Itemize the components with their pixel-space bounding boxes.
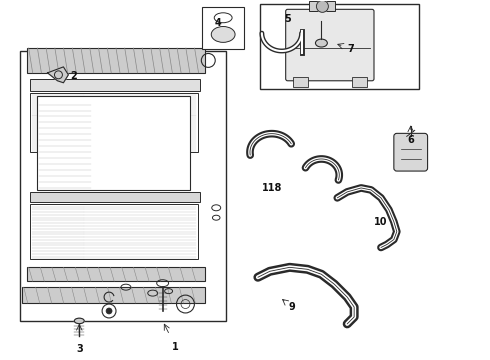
Bar: [352, 77, 367, 87]
Bar: [293, 77, 308, 87]
Bar: [260, 4, 418, 89]
Polygon shape: [48, 67, 69, 83]
Text: 2: 2: [70, 71, 77, 81]
Circle shape: [317, 0, 328, 12]
Bar: [26, 48, 205, 73]
Bar: [30, 192, 200, 202]
Bar: [30, 79, 200, 91]
Bar: [37, 96, 191, 190]
Text: 1: 1: [172, 342, 179, 352]
Bar: [202, 7, 244, 49]
Ellipse shape: [211, 27, 235, 42]
Text: 6: 6: [407, 135, 414, 145]
Ellipse shape: [74, 318, 84, 324]
Bar: [30, 204, 198, 260]
FancyBboxPatch shape: [394, 133, 428, 171]
Bar: [26, 267, 205, 281]
Bar: [22, 287, 205, 303]
Text: 118: 118: [262, 183, 282, 193]
Ellipse shape: [214, 13, 232, 23]
Bar: [20, 51, 226, 321]
Text: 10: 10: [374, 217, 388, 227]
Text: 5: 5: [284, 14, 291, 24]
Bar: [30, 93, 198, 152]
Text: 3: 3: [76, 344, 83, 354]
Text: 4: 4: [215, 18, 221, 28]
Text: 7: 7: [348, 44, 355, 54]
Text: 9: 9: [288, 302, 295, 312]
Circle shape: [106, 308, 112, 314]
FancyBboxPatch shape: [286, 9, 374, 81]
Ellipse shape: [316, 39, 327, 47]
Bar: [310, 1, 335, 11]
